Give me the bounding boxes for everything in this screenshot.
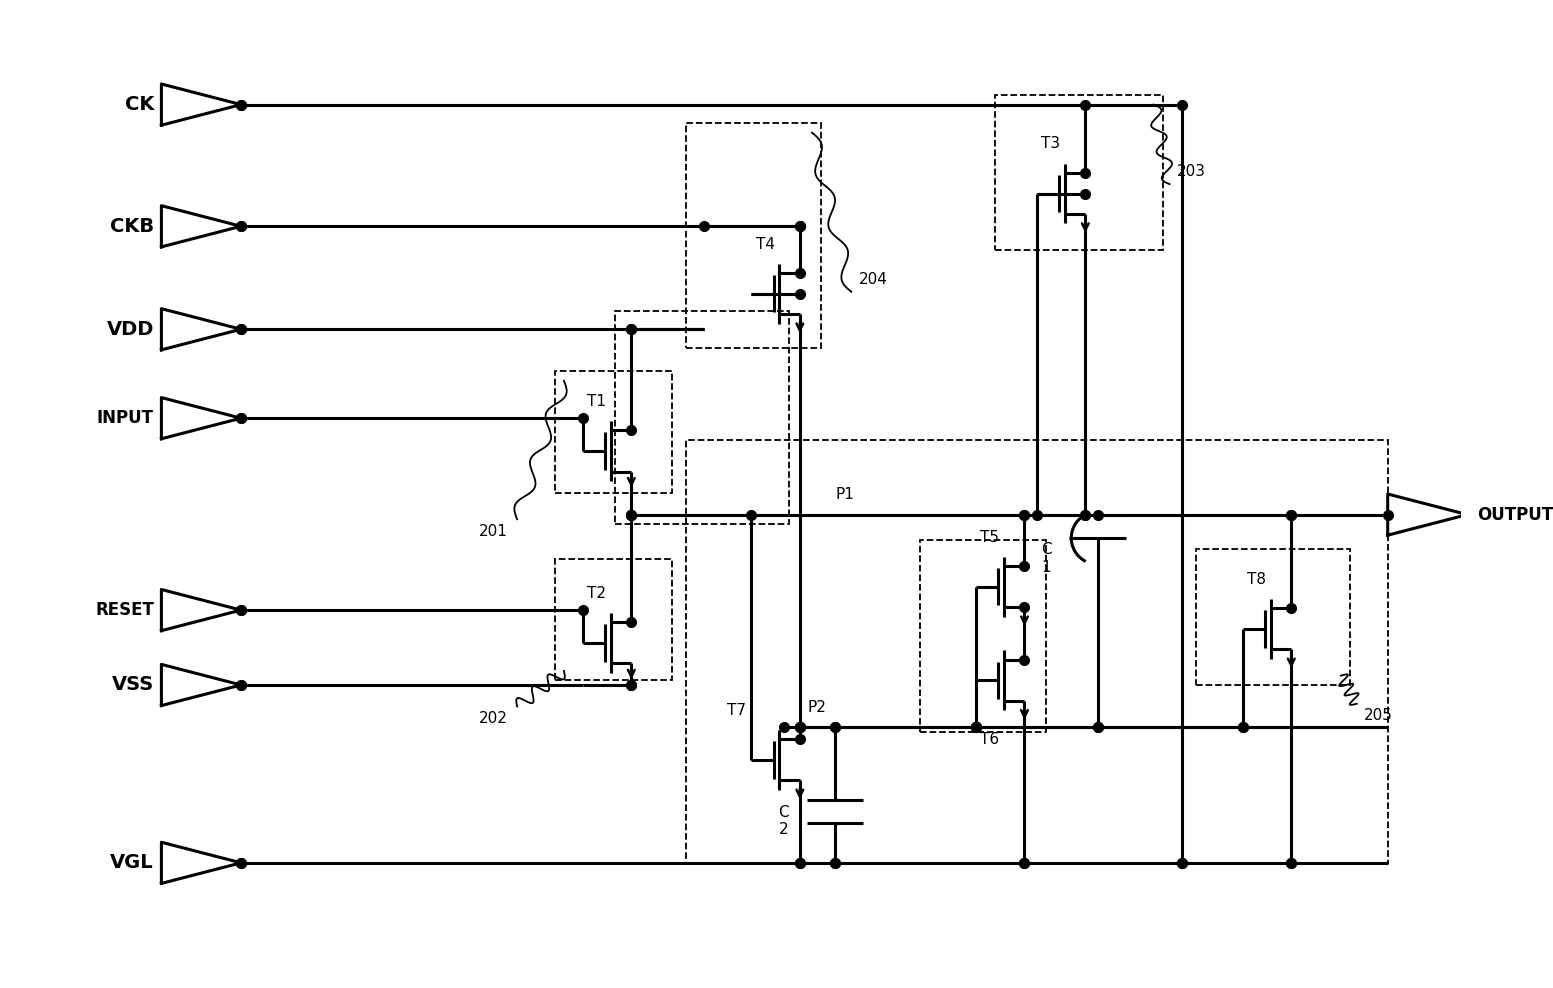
Text: OUTPUT: OUTPUT [1477,506,1553,524]
Text: INPUT: INPUT [96,409,154,427]
Text: T8: T8 [1247,572,1266,587]
Text: T3: T3 [1042,136,1061,151]
Text: VGL: VGL [110,854,154,872]
Text: VSS: VSS [112,676,154,695]
Text: T4: T4 [756,236,775,252]
Text: C
2: C 2 [778,804,789,837]
Text: VDD: VDD [107,320,154,339]
Text: 205: 205 [1364,708,1393,723]
Text: 204: 204 [859,272,888,288]
Text: P1: P1 [836,487,854,503]
Text: T5: T5 [980,530,1000,544]
Text: T6: T6 [980,732,1000,747]
Text: P2: P2 [808,700,826,715]
Text: 202: 202 [478,711,508,726]
Text: CKB: CKB [110,216,154,236]
Text: 203: 203 [1177,164,1207,180]
Text: T2: T2 [587,586,606,601]
Text: C
1: C 1 [1041,542,1051,575]
Text: RESET: RESET [95,601,154,619]
Text: 201: 201 [478,524,508,539]
Text: T1: T1 [587,394,606,409]
Text: CK: CK [124,95,154,114]
Text: T7: T7 [727,702,747,717]
